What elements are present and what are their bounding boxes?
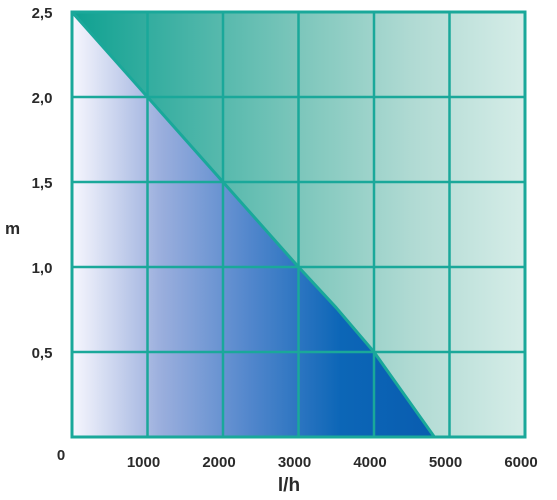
y-tick-label: 2,5 [32,5,53,22]
x-tick-label: 5000 [429,454,462,471]
y-tick-label: 0,5 [32,345,53,362]
y-tick-label: 1,0 [32,260,53,277]
x-tick-label: 6000 [504,454,537,471]
region-below-curve [72,12,435,437]
performance-curve [70,11,436,438]
series [70,11,436,438]
y-axis-title: m [5,219,20,238]
y-tick-label: 2,0 [32,90,53,107]
x-axis-title: l/h [278,475,300,496]
plot-frame [70,10,527,439]
x-tick-label: 1000 [127,454,160,471]
y-tick-label: 1,5 [32,175,53,192]
origin-tick-label: 0 [57,447,65,464]
plot-border [70,10,527,439]
tick-labels: 1000 2000 3000 4000 5000 6000 0,5 1,0 1,5 2,0 2,5 [32,5,538,471]
x-tick-label: 2000 [202,454,235,471]
x-tick-label: 4000 [353,454,386,471]
x-tick-label: 3000 [278,454,311,471]
